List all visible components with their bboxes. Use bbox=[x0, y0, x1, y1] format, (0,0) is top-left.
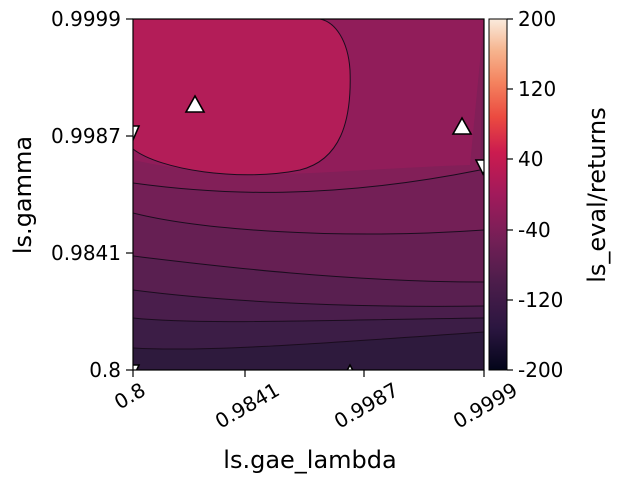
contour-line bbox=[133, 212, 484, 235]
contour-line bbox=[133, 331, 484, 350]
colorbar-tick-label: 40 bbox=[518, 147, 543, 171]
marker-triangle-up bbox=[451, 116, 473, 135]
contour-line bbox=[133, 289, 484, 307]
x-tick-label: 0.9841 bbox=[211, 378, 284, 434]
colorbar-tick-label: -120 bbox=[518, 288, 563, 312]
x-tick-label: 0.9999 bbox=[449, 378, 522, 434]
x-tick-label: 0.9987 bbox=[330, 378, 403, 434]
plot-frame bbox=[132, 18, 485, 371]
colorbar-ticks bbox=[507, 18, 513, 371]
colorbar-label: ls_eval/returns bbox=[583, 107, 611, 283]
y-tick-label: 0.9841 bbox=[51, 241, 121, 265]
y-axis bbox=[126, 18, 133, 371]
contour-line bbox=[133, 255, 484, 283]
marker-triangle-up bbox=[184, 94, 206, 113]
x-tick-label: 0.8 bbox=[110, 378, 150, 415]
colorbar-tick-label: 120 bbox=[518, 77, 556, 101]
marker-triangle-down bbox=[474, 159, 484, 176]
marker-triangle-down bbox=[133, 125, 141, 143]
contour-band bbox=[133, 19, 351, 175]
y-tick-label: 0.8 bbox=[89, 358, 121, 382]
contour-line bbox=[133, 317, 484, 323]
colorbar-tick-label: 200 bbox=[518, 7, 556, 31]
contour-line bbox=[133, 169, 481, 193]
colorbar-tick-label: -200 bbox=[518, 358, 563, 382]
contour-line bbox=[133, 19, 351, 176]
markers bbox=[133, 94, 484, 370]
y-tick-label: 0.9987 bbox=[51, 124, 121, 148]
colorbar bbox=[488, 18, 508, 371]
marker-triangle-up bbox=[346, 363, 354, 370]
colorbar-tick-label: -40 bbox=[518, 218, 551, 242]
x-axis-label: ls.gae_lambda bbox=[223, 446, 396, 474]
marker-triangle-down bbox=[133, 364, 141, 370]
y-tick-label: 0.9999 bbox=[51, 7, 121, 31]
y-axis-label: ls.gamma bbox=[9, 136, 37, 254]
plot-area bbox=[133, 19, 484, 370]
x-axis bbox=[132, 370, 485, 377]
contour-lines bbox=[133, 19, 484, 350]
